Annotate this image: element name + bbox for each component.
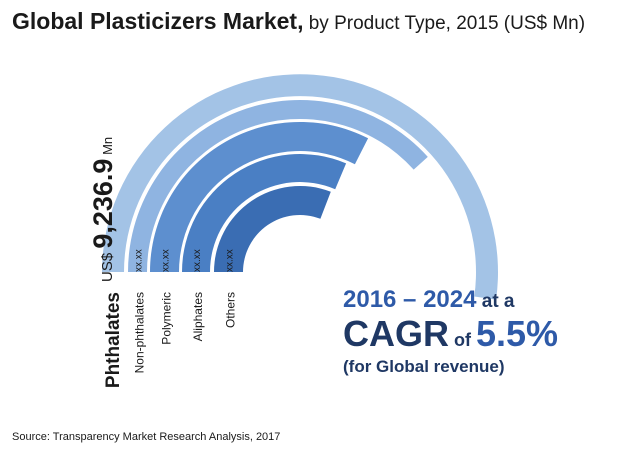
cagr-rate: 5.5% — [476, 313, 559, 354]
value-label-group: xx.xx xx.xx xx.xx xx.xx US$ 9,236.9 Mn — [88, 137, 236, 282]
value-label-aliphates: xx.xx — [192, 249, 203, 272]
bar-non-phthalates — [128, 100, 428, 272]
cagr-at-a: at a — [476, 291, 515, 312]
highlight-value: 9,236.9 — [88, 159, 118, 249]
value-label-non-phthalates: xx.xx — [134, 249, 145, 272]
category-label-non-phthalates: Non-phthalates — [133, 292, 147, 373]
value-label-phthalates: US$ 9,236.9 Mn — [88, 137, 118, 282]
cagr-years: 2016 – 2024 — [343, 286, 477, 313]
highlight-unit: Mn — [100, 137, 115, 159]
bar-group — [102, 74, 498, 300]
chart-title: Global Plasticizers Market, by Product T… — [12, 8, 585, 35]
cagr-note: (for Global revenue) — [343, 357, 505, 376]
cagr-callout: 2016 – 2024 at a CAGR of 5.5% (for Globa… — [343, 288, 558, 376]
chart-title-main: Global Plasticizers Market, — [12, 8, 304, 34]
category-label-aliphates: Aliphates — [191, 292, 205, 341]
chart-title-sub: by Product Type, 2015 (US$ Mn) — [303, 13, 586, 34]
bar-others — [213, 185, 331, 272]
source-note: Source: Transparency Market Research Ana… — [12, 431, 281, 443]
category-label-polymeric: Polymeric — [160, 292, 174, 345]
value-label-polymeric: xx.xx — [161, 249, 172, 272]
highlight-prefix: US$ — [99, 249, 116, 282]
bar-polymeric — [150, 121, 369, 272]
bar-aliphates — [182, 154, 347, 272]
category-label-group: Phthalates Non-phthalates Polymeric Aliphat… — [103, 292, 238, 388]
cagr-rate-line: CAGR of 5.5% — [343, 316, 558, 352]
value-label-others: xx.xx — [225, 249, 236, 272]
cagr-word: CAGR — [343, 313, 449, 354]
category-label-phthalates: Phthalates — [103, 292, 124, 388]
cagr-period-line: 2016 – 2024 at a — [343, 288, 558, 312]
category-label-others: Others — [224, 292, 238, 328]
cagr-of-word: of — [449, 330, 476, 350]
